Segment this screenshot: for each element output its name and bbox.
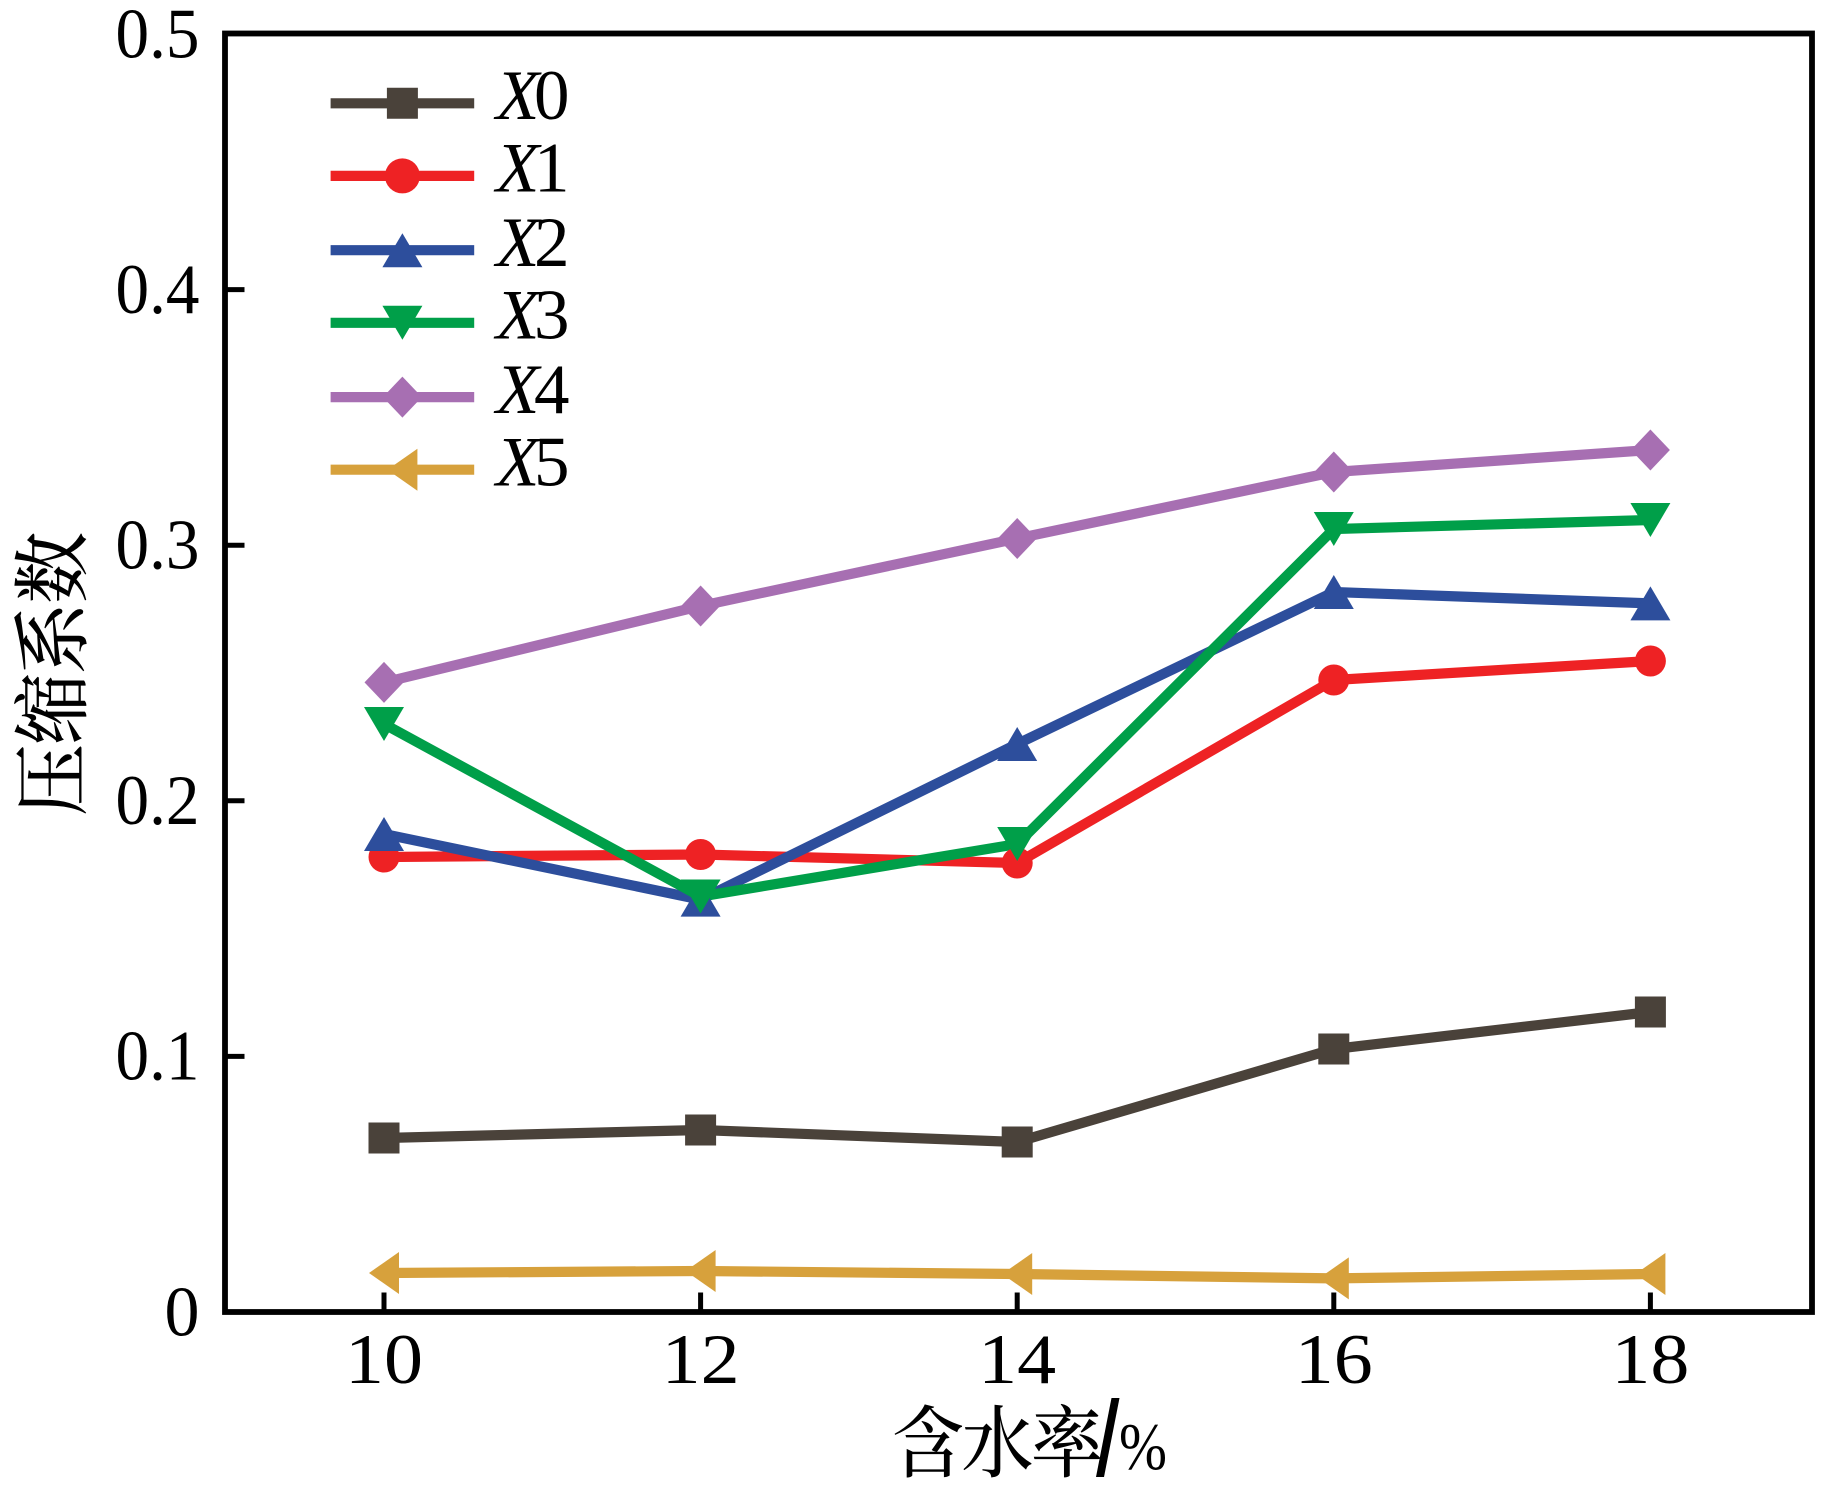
svg-text:0.2: 0.2 — [116, 762, 200, 840]
svg-text:0.5: 0.5 — [116, 0, 200, 73]
svg-text:4: 4 — [534, 351, 570, 429]
svg-text:14: 14 — [978, 1321, 1056, 1399]
svg-text:2: 2 — [534, 204, 570, 282]
svg-text:X: X — [493, 424, 542, 502]
svg-text:12: 12 — [662, 1321, 740, 1399]
svg-text:0.3: 0.3 — [116, 507, 200, 585]
svg-text:0: 0 — [534, 57, 570, 135]
svg-text:5: 5 — [534, 424, 570, 502]
svg-text:0: 0 — [165, 1273, 200, 1351]
svg-text:X: X — [493, 277, 542, 355]
svg-text:X: X — [493, 204, 542, 282]
svg-text:3: 3 — [534, 277, 570, 355]
svg-text:18: 18 — [1611, 1321, 1689, 1399]
svg-text:10: 10 — [345, 1321, 423, 1399]
svg-text:X: X — [493, 130, 542, 208]
svg-text:16: 16 — [1295, 1321, 1373, 1399]
svg-text:X: X — [493, 351, 542, 429]
svg-text:0.1: 0.1 — [116, 1018, 200, 1096]
svg-text:1: 1 — [534, 130, 570, 208]
svg-text:0.4: 0.4 — [116, 251, 200, 329]
svg-text:%: % — [1119, 1410, 1167, 1484]
svg-text:X: X — [493, 57, 542, 135]
